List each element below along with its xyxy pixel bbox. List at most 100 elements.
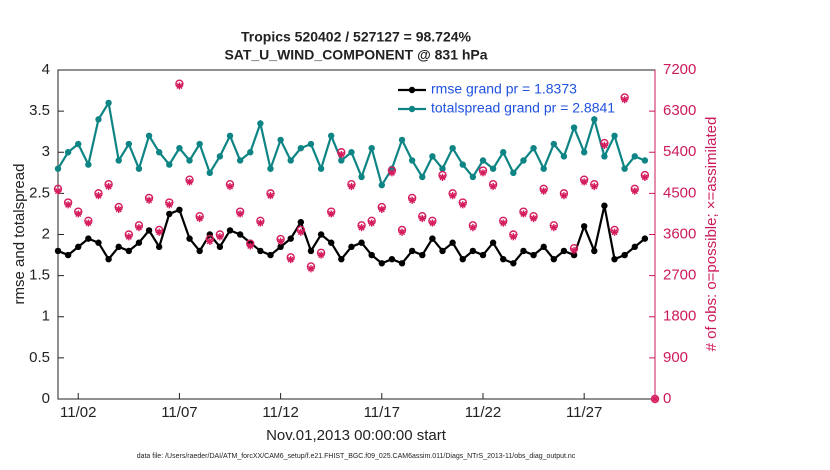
point (297, 228, 305, 236)
x-axis-label: Nov.01,2013 00:00:00 start (266, 427, 447, 444)
point (125, 233, 133, 241)
point (408, 247, 416, 255)
point (398, 228, 406, 236)
point (449, 239, 456, 246)
point (176, 206, 183, 214)
point (196, 214, 204, 223)
point (459, 201, 467, 209)
point (75, 243, 82, 251)
point (54, 165, 62, 172)
point (145, 196, 153, 204)
point (418, 214, 426, 223)
point (125, 247, 133, 255)
point (155, 149, 163, 156)
point (216, 243, 224, 251)
point (611, 132, 618, 139)
point (459, 255, 466, 263)
point (166, 161, 173, 168)
point (317, 251, 325, 259)
point (520, 247, 527, 255)
point (256, 219, 264, 227)
point (479, 251, 487, 259)
point (530, 251, 537, 259)
point (115, 205, 123, 213)
point (347, 182, 356, 191)
point (570, 124, 578, 131)
point (510, 260, 517, 267)
point (247, 149, 254, 156)
point (368, 144, 375, 152)
point (135, 239, 143, 246)
point (95, 239, 102, 246)
point (206, 237, 214, 245)
point (510, 169, 517, 177)
point (439, 247, 446, 255)
point (54, 247, 62, 255)
point (621, 165, 628, 172)
point (398, 136, 406, 144)
point (631, 187, 639, 195)
point (560, 247, 568, 255)
point (479, 157, 487, 164)
point (489, 165, 497, 172)
legend-label: totalspread grand pr = 2.8841 (431, 100, 615, 116)
y2-tick-label: 1800 (663, 308, 696, 325)
point (398, 260, 406, 267)
point (408, 196, 416, 204)
y-tick-label: 2 (42, 225, 50, 242)
point (155, 228, 163, 236)
point (317, 165, 325, 172)
point (236, 210, 244, 218)
point (641, 173, 649, 181)
point (600, 141, 609, 149)
point (185, 178, 194, 186)
point (500, 149, 507, 156)
point (479, 169, 487, 177)
point (631, 153, 638, 160)
point (328, 239, 335, 246)
point (307, 140, 315, 148)
point (438, 173, 447, 181)
point (439, 165, 446, 172)
point (226, 227, 234, 234)
x-tick-label: 11/12 (262, 404, 298, 421)
point (104, 182, 113, 191)
y-tick-label: 4 (42, 61, 50, 78)
point (186, 235, 193, 242)
point (317, 231, 325, 238)
y-tick-label: 3 (42, 143, 50, 160)
point (419, 173, 426, 181)
point (550, 140, 558, 148)
point (84, 219, 92, 227)
point (287, 157, 294, 164)
point (469, 224, 477, 232)
footnote: data file: /Users/raeder/DAI/ATM_forcXX/… (137, 453, 576, 460)
x-tick-label: 11/07 (161, 404, 197, 421)
legend-label: rmse grand pr = 1.8373 (431, 81, 577, 97)
point (338, 255, 345, 263)
point (429, 235, 436, 242)
point (591, 116, 598, 123)
point (266, 192, 275, 200)
y-tick-label: 2.5 (29, 184, 50, 201)
point (85, 235, 92, 242)
y2-tick-label: 2700 (663, 267, 696, 284)
point (155, 243, 163, 251)
point (621, 251, 628, 259)
y-tick-label: 3.5 (29, 102, 50, 119)
point (570, 246, 578, 255)
point (641, 235, 649, 242)
point (469, 247, 477, 255)
point (64, 149, 72, 156)
point (459, 161, 466, 168)
y2-tick-label: 5400 (663, 143, 696, 160)
legend-marker (408, 105, 416, 113)
point (74, 210, 82, 218)
y2-tick-label: 3600 (663, 225, 696, 242)
y-tick-label: 0.5 (29, 349, 50, 366)
point (54, 187, 62, 195)
chart-subtitle: SAT_U_WIND_COMPONENT @ 831 hPa (224, 47, 487, 63)
point (378, 205, 386, 213)
point (196, 247, 203, 255)
